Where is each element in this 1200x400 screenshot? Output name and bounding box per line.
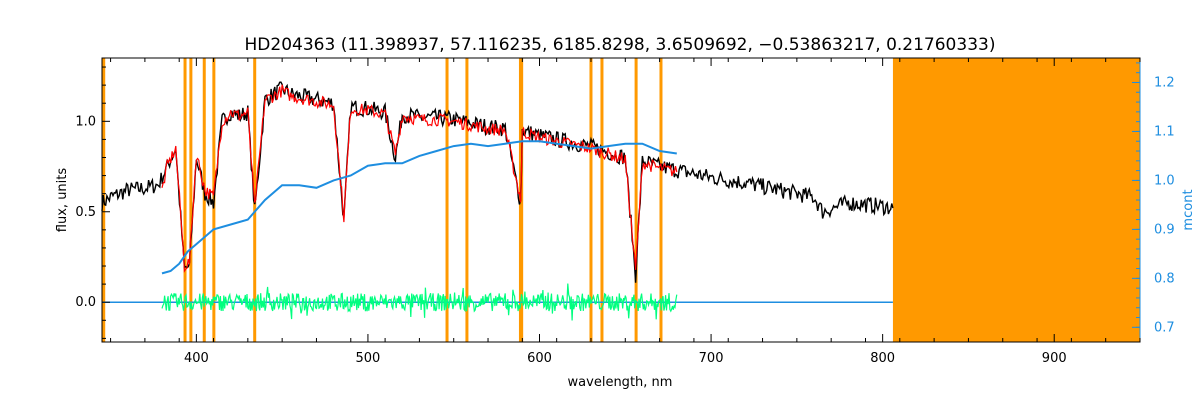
y2-tick-label-4: 1.1 (1154, 124, 1175, 139)
y2-tick-label-0: 0.7 (1154, 320, 1175, 335)
x-tick-label-800: 800 (870, 351, 895, 366)
mask-line-11 (600, 58, 604, 342)
residual-spectrum (161, 283, 678, 321)
observed-spectrum (101, 81, 894, 283)
x-tick-label-900: 900 (1042, 351, 1067, 366)
x-tick-label-700: 700 (699, 351, 724, 366)
mask-layer (102, 58, 1140, 342)
y2-axis-label: mcont (1181, 189, 1196, 230)
mask-line-13 (659, 58, 663, 342)
y-tick-label-0: 0.0 (75, 295, 96, 310)
mask-line-1 (183, 58, 187, 342)
mask-line-6 (445, 58, 449, 342)
axes-layer: 400 500 600 700 800 900 0.0 0.5 1.0 0.7 0.8 0.9 1.0 1… (75, 57, 1175, 366)
x-tick-label-500: 500 (356, 351, 381, 366)
y2-tick-label-1: 0.8 (1154, 271, 1175, 286)
mask-line-10 (589, 58, 593, 342)
y2-tick-label-3: 1.0 (1154, 173, 1175, 188)
masked-region (892, 58, 1140, 342)
y2-tick-label-5: 1.2 (1154, 75, 1175, 90)
mask-line-9 (520, 58, 524, 342)
y2-tick-label-2: 0.9 (1154, 222, 1175, 237)
y-tick-label-1: 0.5 (75, 205, 96, 220)
continuum-curve (161, 140, 677, 275)
plot-layer (101, 81, 894, 321)
mask-line-2 (189, 58, 193, 342)
x-tick-label-400: 400 (184, 351, 209, 366)
x-tick-label-600: 600 (527, 351, 552, 366)
y-axis-label: flux, units (55, 168, 70, 233)
mask-line-7 (465, 58, 469, 342)
y-tick-label-2: 1.0 (75, 114, 96, 129)
x-axis-label: wavelength, nm (568, 375, 673, 390)
mask-line-12 (634, 58, 638, 342)
chart-title: HD204363 (11.398937, 57.116235, 6185.829… (245, 35, 996, 55)
